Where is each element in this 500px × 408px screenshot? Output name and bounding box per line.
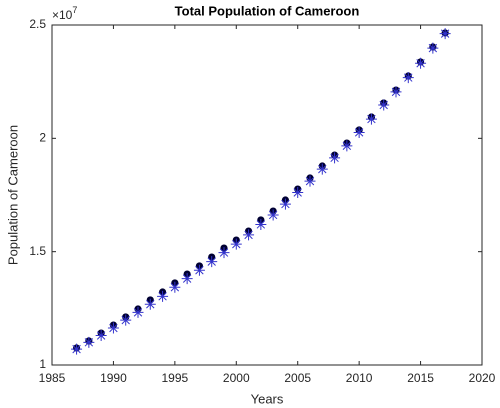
asterisk-marker <box>279 198 291 210</box>
x-tick-label: 2000 <box>223 371 250 385</box>
asterisk-marker <box>243 229 255 241</box>
asterisk-marker <box>390 86 402 98</box>
asterisk-marker <box>169 281 181 293</box>
chart-title: Total Population of Cameroon <box>175 3 360 18</box>
x-tick-label: 2015 <box>407 371 434 385</box>
asterisk-marker <box>427 42 439 54</box>
asterisk-marker <box>71 343 83 355</box>
asterisk-marker <box>95 330 107 342</box>
x-tick-label: 2020 <box>469 371 496 385</box>
asterisk-marker <box>230 238 242 250</box>
asterisk-marker <box>439 28 451 40</box>
asterisk-marker <box>353 126 365 138</box>
x-tick-label: 1990 <box>100 371 127 385</box>
y-tick-label: 1.5 <box>29 244 46 258</box>
y-multiplier-base: ×10 <box>52 8 73 22</box>
plot-box <box>51 24 483 366</box>
y-axis-label: Population of Cameroon <box>5 125 20 265</box>
asterisk-marker <box>193 264 205 276</box>
x-tick-label: 2005 <box>284 371 311 385</box>
y-tick-label: 1 <box>39 357 46 371</box>
asterisk-marker <box>206 256 218 268</box>
asterisk-marker <box>132 306 144 318</box>
asterisk-marker <box>316 163 328 175</box>
asterisk-marker <box>402 72 414 84</box>
asterisk-marker <box>218 247 230 259</box>
x-tick-label: 1985 <box>39 371 66 385</box>
asterisk-marker <box>255 218 267 230</box>
asterisk-marker <box>157 290 169 302</box>
asterisk-marker <box>292 187 304 199</box>
asterisk-marker <box>341 140 353 152</box>
asterisk-marker <box>120 314 132 326</box>
asterisk-marker <box>329 152 341 164</box>
asterisk-marker <box>83 336 95 348</box>
y-multiplier: ×107 <box>52 5 77 22</box>
asterisk-marker <box>267 209 279 221</box>
asterisk-marker <box>181 273 193 285</box>
y-tick-label: 2 <box>39 131 46 145</box>
y-tick-label: 2.5 <box>29 17 46 31</box>
x-tick-label: 2010 <box>346 371 373 385</box>
asterisk-marker <box>365 113 377 125</box>
x-axis-label: Years <box>251 391 284 406</box>
asterisk-marker <box>144 298 156 310</box>
asterisk-marker <box>378 99 390 111</box>
asterisk-marker <box>415 57 427 69</box>
asterisk-marker <box>304 175 316 187</box>
asterisk-marker <box>107 322 119 334</box>
x-tick-label: 1995 <box>162 371 189 385</box>
y-multiplier-exponent: 7 <box>72 5 77 15</box>
